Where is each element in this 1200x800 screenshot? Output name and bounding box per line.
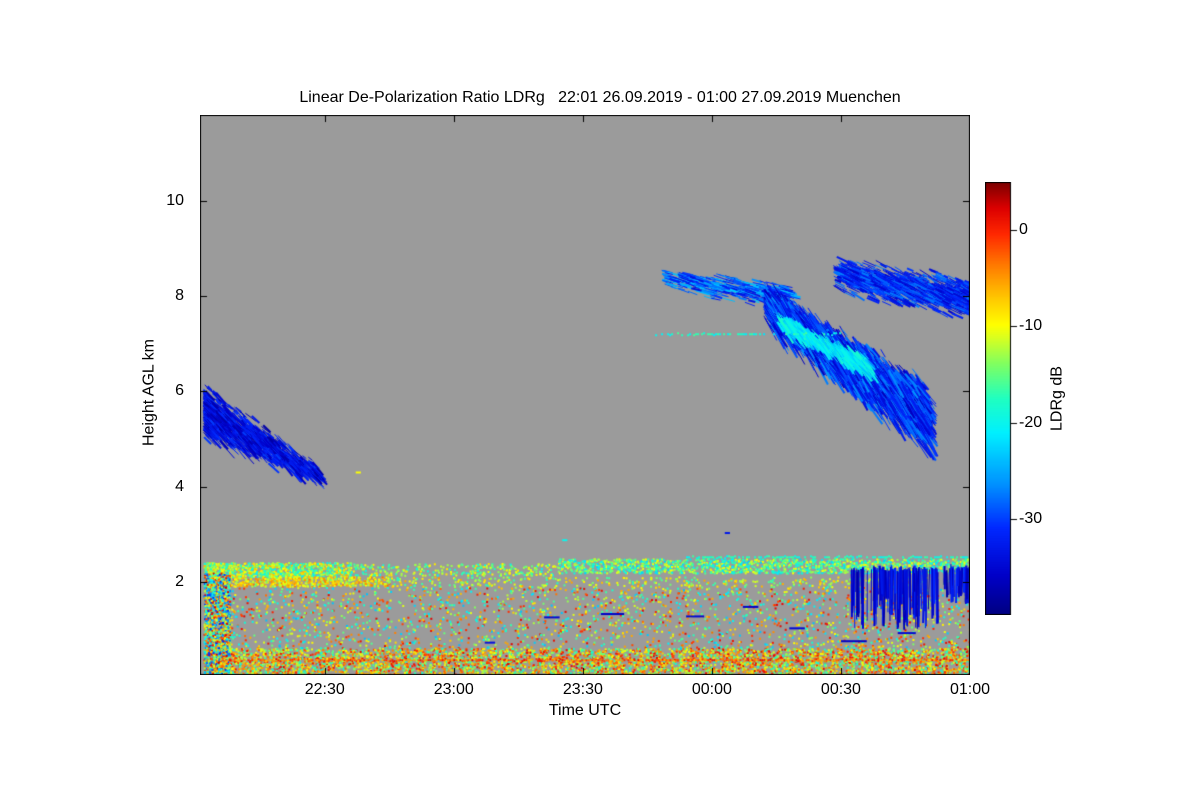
colorbar-label: LDRg dB bbox=[1048, 366, 1066, 431]
colorbar-tick-label: -20 bbox=[1019, 413, 1043, 431]
plot-area bbox=[200, 115, 970, 675]
x-tick-label: 22:30 bbox=[304, 681, 345, 698]
y-tick-label: 8 bbox=[175, 287, 184, 305]
chart-title: Linear De-Polarization Ratio LDRg 22:01 … bbox=[299, 89, 901, 106]
y-axis-label: Height AGL km bbox=[140, 339, 158, 447]
colorbar-tick-label: -30 bbox=[1019, 509, 1043, 527]
colorbar-tick-label: -10 bbox=[1019, 317, 1043, 335]
x-tick-label: 00:00 bbox=[691, 681, 732, 698]
colorbar-canvas bbox=[985, 182, 1019, 615]
y-tick-label: 2 bbox=[175, 573, 184, 591]
x-tick-label: 23:30 bbox=[562, 681, 603, 698]
x-tick-label: 01:00 bbox=[949, 681, 991, 698]
y-axis-ticks: 2 4 6 8 10 bbox=[0, 115, 184, 675]
heatmap-canvas bbox=[200, 115, 970, 675]
y-tick-label: 6 bbox=[175, 382, 184, 400]
x-tick-label: 23:00 bbox=[433, 681, 474, 698]
y-tick-label: 10 bbox=[166, 191, 184, 209]
x-axis-ticks: 22:30 23:00 23:30 00:00 00:30 01:00 bbox=[200, 681, 990, 703]
colorbar-tick-label: 0 bbox=[1019, 221, 1028, 239]
x-axis-label: Time UTC bbox=[548, 702, 622, 719]
x-tick-label: 00:30 bbox=[820, 681, 861, 698]
colorbar bbox=[985, 182, 1019, 620]
y-tick-label: 4 bbox=[175, 477, 184, 495]
colorbar-ticks: 0 -10 -20 -30 bbox=[1019, 182, 1089, 615]
